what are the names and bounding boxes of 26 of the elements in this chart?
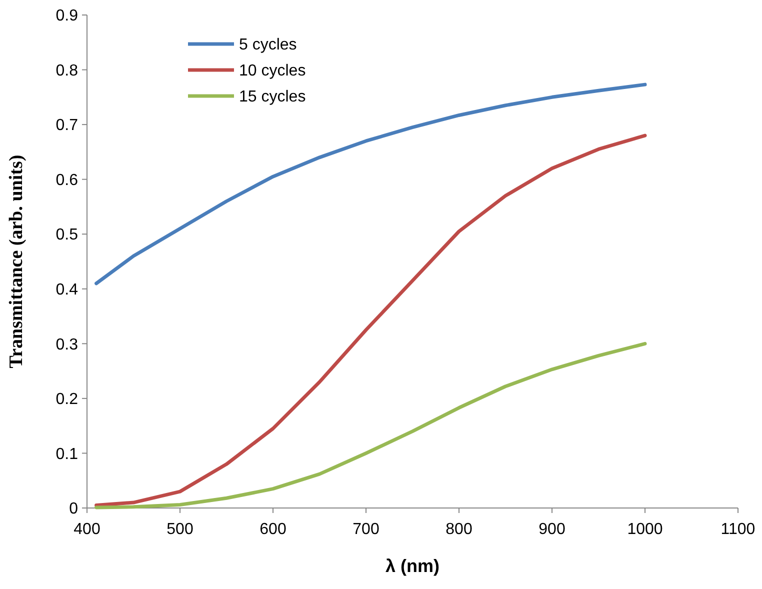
y-tick-label: 0.2 (56, 391, 78, 408)
x-tick-label: 500 (166, 521, 194, 538)
legend-label: 10 cycles (239, 62, 306, 80)
x-tick-label: 600 (260, 521, 286, 538)
line-series (94, 134, 647, 508)
x-tick-label: 700 (352, 521, 380, 538)
y-axis-title: Transmittance (arb. units) (6, 154, 27, 368)
x-tick-label: 400 (74, 521, 100, 538)
y-tick-label: 0.7 (56, 117, 78, 134)
y-tick-label: 0 (69, 500, 78, 518)
line-series (94, 342, 647, 510)
y-tick-label: 0.1 (56, 446, 78, 463)
legend-label: 5 cycles (239, 36, 297, 54)
legend-label: 15 cycles (239, 88, 306, 106)
x-axis-title: λ (nm) (386, 556, 440, 576)
line-series (94, 82, 647, 286)
y-tick-label: 0.3 (56, 336, 78, 354)
x-tick-label: 800 (446, 521, 472, 538)
x-tick-label: 1100 (720, 521, 756, 538)
y-tick-label: 0.6 (56, 172, 78, 189)
y-tick-label: 0.4 (56, 281, 78, 298)
y-tick-label: 0.5 (56, 226, 78, 244)
y-tick-label: 0.9 (56, 8, 78, 25)
y-tick-label: 0.8 (56, 62, 78, 80)
x-tick-label: 900 (538, 521, 566, 538)
x-tick-label: 1000 (627, 521, 663, 538)
